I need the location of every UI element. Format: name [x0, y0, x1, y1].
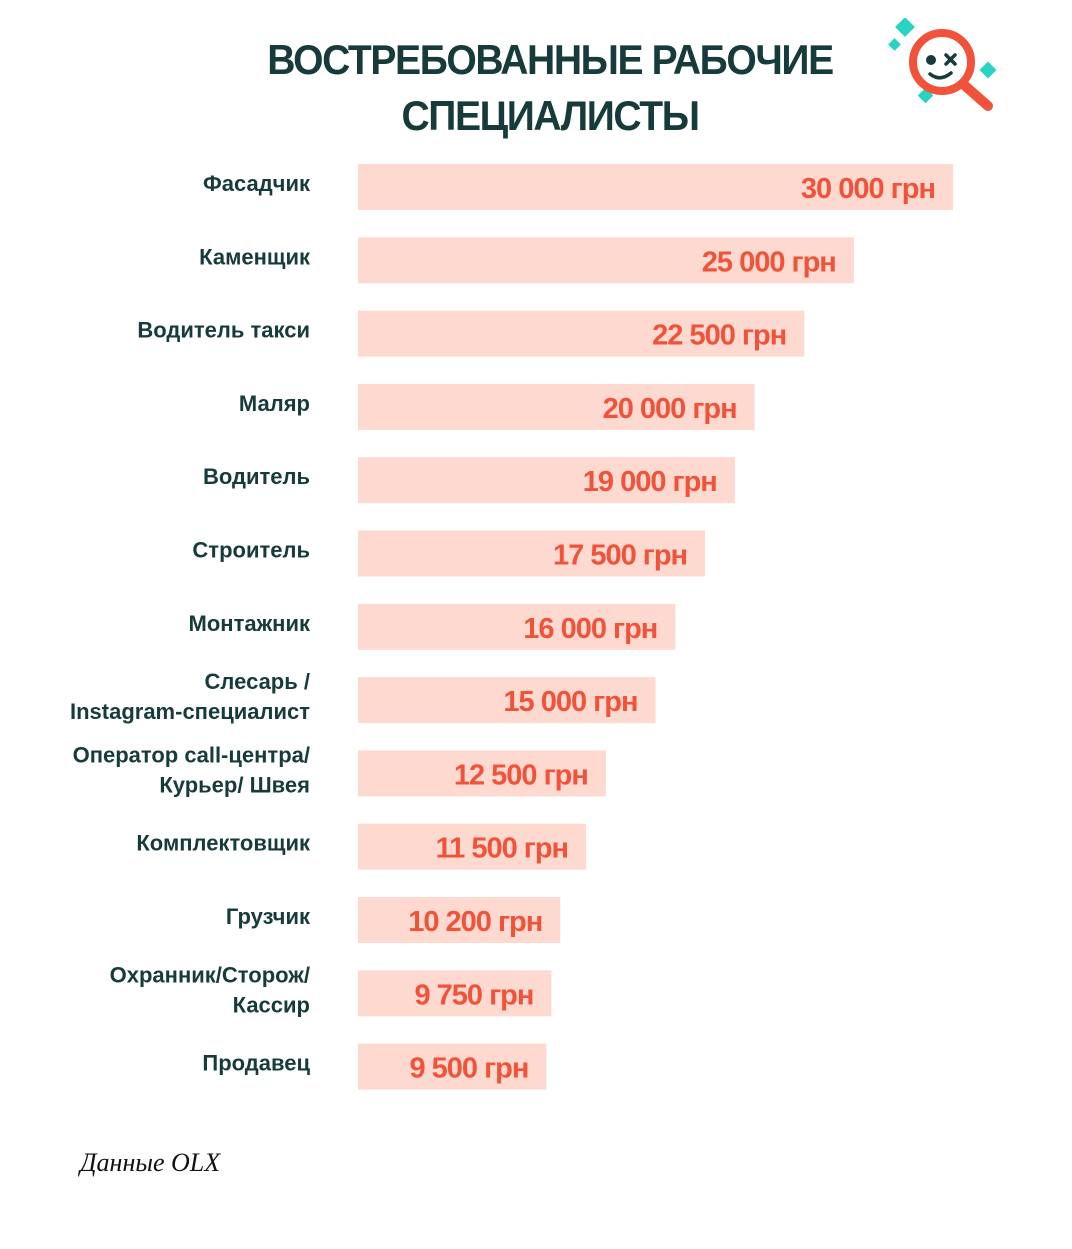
category-label: Оператор call-центра/: [73, 742, 310, 767]
magnifier-face-icon: [888, 18, 997, 111]
bar: [358, 897, 561, 943]
category-label: Монтажник: [189, 611, 311, 636]
bar-group: 9 500 грн Продавец: [202, 1043, 547, 1090]
value-label: 12 500 грн: [454, 759, 588, 791]
bar-group: 20 000 грн Маляр: [239, 383, 755, 430]
value-label: 10 200 грн: [408, 906, 542, 938]
category-label: Грузчик: [226, 904, 311, 929]
bar-group: 22 500 грн Водитель такси: [137, 310, 805, 357]
category-label: Маляр: [239, 391, 310, 416]
category-label: Продавец: [202, 1051, 310, 1076]
bar-group: 15 000 грн Слесарь / Instagram-специалист: [70, 669, 656, 724]
category-label: Instagram-специалист: [70, 699, 310, 724]
bar-group: 19 000 грн Водитель: [203, 457, 735, 504]
category-label: Курьер/ Швея: [159, 772, 310, 797]
bar-group: 10 200 грн Грузчик: [226, 897, 561, 943]
bar-group: 12 500 грн Оператор call-центра/Курьер/ Ш…: [73, 742, 606, 797]
bar: [358, 970, 552, 1017]
bar-group: 25 000 грн Каменщик: [199, 237, 854, 284]
bar: [358, 310, 805, 357]
category-label: Охранник/Сторож/: [110, 962, 310, 987]
category-label: Каменщик: [199, 244, 311, 269]
bar: [358, 457, 735, 504]
bar: [358, 750, 606, 797]
value-label: 11 500 грн: [436, 833, 568, 865]
bar: [358, 164, 953, 210]
chart-title-line-2: СПЕЦИАЛИСТЫ: [401, 92, 700, 139]
value-label: 9 500 грн: [409, 1053, 528, 1085]
category-label: Строитель: [192, 538, 310, 563]
bar: [358, 1043, 547, 1090]
category-label: Комплектовщик: [136, 831, 311, 856]
value-label: 16 000 грн: [523, 613, 657, 645]
bar-group: 11 500 грн Комплектовщик: [136, 823, 587, 870]
bar-group: 17 500 грн Строитель: [192, 530, 706, 577]
category-label: Водитель такси: [137, 318, 310, 343]
bar: [358, 237, 854, 284]
bar-group: 9 750 грн Охранник/Сторож/Кассир: [110, 962, 552, 1017]
bar: [358, 823, 587, 870]
bar: [358, 677, 656, 724]
value-label: 9 750 грн: [414, 979, 533, 1011]
value-label: 30 000 грн: [801, 173, 935, 205]
value-label: 25 000 грн: [702, 246, 836, 278]
category-label: Кассир: [233, 992, 310, 1017]
bar: [358, 603, 676, 650]
chart-title-line-1: ВОСТРЕБОВАННЫЕ РАБОЧИЕ: [267, 36, 834, 83]
bar-group: 16 000 грн Монтажник: [189, 603, 676, 650]
value-label: 19 000 грн: [583, 466, 717, 498]
category-label: Фасадчик: [203, 171, 311, 196]
bar: [358, 383, 755, 430]
source-note: Данные OLX: [80, 1148, 221, 1177]
value-label: 17 500 грн: [553, 540, 687, 572]
chart-title: ВОСТРЕБОВАННЫЕ РАБОЧИЕ СПЕЦИАЛИСТЫ: [178, 32, 922, 144]
bar-group: 30 000 грн Фасадчик: [203, 164, 953, 210]
category-label: Водитель: [203, 464, 310, 489]
value-label: 22 500 грн: [652, 320, 786, 352]
value-label: 20 000 грн: [603, 393, 737, 425]
bar: [358, 530, 706, 577]
value-label: 15 000 грн: [503, 686, 637, 718]
category-label: Слесарь /: [205, 669, 310, 694]
